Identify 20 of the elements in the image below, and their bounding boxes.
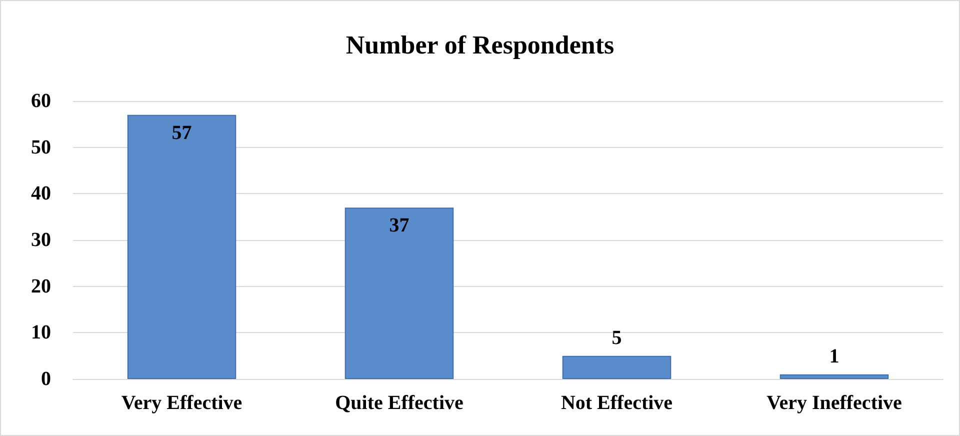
data-label: 37 bbox=[389, 214, 410, 237]
y-tick-label: 0 bbox=[41, 368, 51, 390]
y-tick-label: 30 bbox=[31, 229, 51, 251]
bar bbox=[344, 208, 454, 379]
data-label: 1 bbox=[829, 345, 840, 368]
bar bbox=[127, 114, 236, 379]
y-tick-label: 20 bbox=[31, 275, 51, 298]
x-tick-label: Quite Effective bbox=[335, 392, 464, 414]
y-tick-label: 50 bbox=[31, 136, 51, 158]
y-tick-label: 40 bbox=[31, 182, 51, 205]
chart-title: Number of Respondents bbox=[346, 30, 614, 60]
bar bbox=[562, 356, 672, 379]
data-label: 5 bbox=[612, 326, 622, 349]
y-tick-label: 60 bbox=[31, 90, 51, 112]
x-tick-label: Not Effective bbox=[560, 392, 673, 414]
x-tick-label: Very Ineffective bbox=[766, 392, 902, 414]
y-tick-label: 10 bbox=[31, 322, 51, 344]
x-tick-label: Very Effective bbox=[121, 392, 242, 414]
bar bbox=[780, 374, 889, 379]
data-label: 57 bbox=[172, 122, 192, 144]
